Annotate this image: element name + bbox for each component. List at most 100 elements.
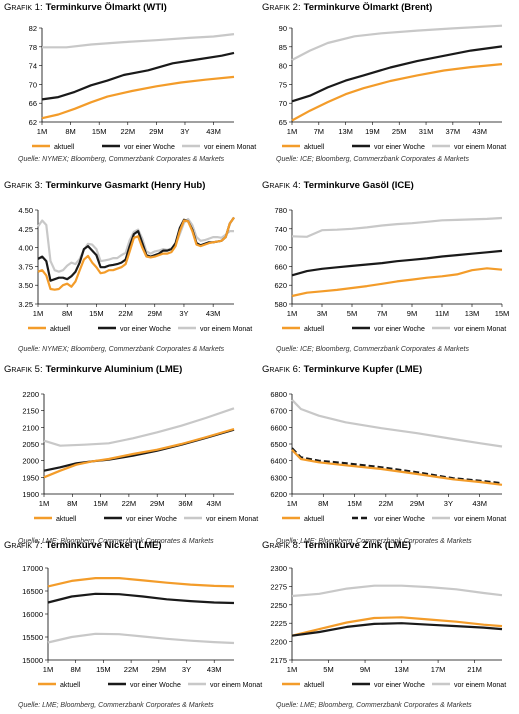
x-tick-label: 3Y	[180, 127, 189, 136]
x-tick-label: 8M	[318, 499, 328, 508]
y-tick-label: 620	[274, 281, 287, 290]
chart-svg: 1900 1950 2000 2050 2100 2150 2200 1M 8M 15M 22M 29…	[22, 390, 258, 523]
legend-label: vor einem Monat	[206, 516, 258, 523]
chart-source-note: Quelle: LME; Bloomberg, Commerzbank Corp…	[18, 702, 214, 709]
x-tick-label: 11M	[435, 309, 449, 318]
legend-label: vor einer Woche	[374, 682, 425, 689]
chart-title: Grafik 4: Terminkurve Gasöl (ICE)	[262, 180, 414, 191]
y-tick-label: 780	[274, 206, 287, 215]
y-tick-label: 2275	[270, 582, 287, 591]
y-tick-label: 2225	[270, 619, 287, 628]
y-tick-label: 2100	[22, 423, 39, 432]
legend-label: vor einer Woche	[126, 516, 177, 523]
x-tick-label: 43M	[472, 499, 487, 508]
chart-title-text: Terminkurve Ölmarkt (Brent)	[303, 2, 433, 13]
y-tick-label: 70	[29, 80, 37, 89]
x-tick-label: 1M	[287, 309, 297, 318]
x-tick-label: 15M	[495, 309, 510, 318]
y-tick-label: 62	[29, 118, 37, 127]
chart-label-prefix: Grafik	[262, 364, 291, 375]
y-tick-label: 16000	[22, 610, 43, 619]
legend-label: aktuell	[60, 682, 81, 689]
series-line-aktuell	[41, 75, 235, 120]
series-line-vor-einem-monat	[291, 584, 503, 598]
x-tick-label: 15M	[92, 127, 107, 136]
chart-title: Grafik 2: Terminkurve Ölmarkt (Brent)	[262, 2, 432, 13]
chart-panel-8: Grafik 8: Terminkurve Zink (LME) 2175 2200 2…	[262, 540, 512, 714]
y-tick-label: 2050	[22, 440, 39, 449]
legend-label: vor einem Monat	[204, 144, 256, 151]
y-tick-label: 6600	[270, 423, 287, 432]
x-tick-label: 13M	[394, 665, 409, 674]
chart-panel-2: Grafik 2: Terminkurve Ölmarkt (Brent) 65 70…	[262, 2, 512, 168]
y-tick-label: 6400	[270, 457, 287, 466]
legend-label: vor einer Woche	[130, 682, 181, 689]
series-line-aktuell	[291, 63, 503, 122]
chart-label-prefix: Grafik	[4, 2, 33, 13]
x-tick-label: 7M	[377, 309, 387, 318]
series-line-vor-einer-woche	[291, 249, 503, 277]
chart-label-prefix: Grafik	[262, 2, 291, 13]
x-tick-label: 29M	[410, 499, 425, 508]
x-tick-label: 22M	[122, 499, 137, 508]
chart-title-text: Terminkurve Kupfer (LME)	[303, 364, 423, 375]
chart-svg: 6200 6300 6400 6500 6600 6700 6800 1M 8M 15M 22M 29…	[270, 390, 506, 523]
chart-svg: 580 620 660 700 740 780 1M 3M 5M 7M 9M 11M 13M 15M akt…	[274, 206, 510, 333]
x-tick-label: 29M	[152, 665, 167, 674]
y-tick-label: 660	[274, 262, 287, 271]
x-tick-label: 1M	[37, 127, 47, 136]
chart-svg: 65 70 75 80 85 90 1M 7M 13M 19M 25M 31M 37M 43M aktuel…	[279, 24, 507, 151]
x-tick-label: 9M	[360, 665, 370, 674]
x-tick-label: 1M	[39, 499, 49, 508]
chart-title-text: Terminkurve Gasmarkt (Henry Hub)	[45, 180, 206, 191]
series-line-aktuell	[37, 216, 235, 291]
series-line-vor-einem-monat	[291, 399, 503, 448]
y-tick-label: 700	[274, 244, 287, 253]
chart-title: Grafik 1: Terminkurve Ölmarkt (WTI)	[4, 2, 167, 13]
legend-label: vor einer Woche	[120, 326, 171, 333]
x-tick-label: 13M	[465, 309, 480, 318]
x-tick-label: 15M	[93, 499, 108, 508]
legend-label: aktuell	[56, 516, 77, 523]
x-tick-label: 43M	[206, 127, 221, 136]
legend-label: vor einem Monat	[454, 144, 506, 151]
series-line-vor-einer-woche	[37, 216, 235, 282]
y-tick-label: 75	[279, 80, 287, 89]
series-line-vor-einer-woche	[41, 51, 235, 101]
x-tick-label: 22M	[118, 309, 133, 318]
x-tick-label: 1M	[287, 127, 297, 136]
series-line-vor-einem-monat	[43, 407, 235, 447]
series-line-aktuell	[291, 449, 503, 486]
y-tick-label: 6500	[270, 440, 287, 449]
chart-number: 6:	[292, 364, 301, 375]
y-tick-label: 2300	[270, 564, 287, 573]
y-tick-label: 3.75	[18, 262, 33, 271]
chart-title: Grafik 7: Terminkurve Nickel (LME)	[4, 540, 162, 551]
chart-panel-7: Grafik 7: Terminkurve Nickel (LME) 15000 15…	[4, 540, 262, 714]
chart-label-prefix: Grafik	[262, 180, 291, 191]
chart-source-note: Quelle: LME; Bloomberg, Commerzbank Corp…	[276, 538, 472, 545]
legend-label: vor einem Monat	[454, 326, 506, 333]
x-tick-label: 29M	[149, 127, 164, 136]
x-tick-label: 43M	[206, 499, 221, 508]
y-tick-label: 15500	[22, 633, 43, 642]
legend-label: vor einer Woche	[374, 516, 425, 523]
legend-label: vor einem Monat	[454, 682, 506, 689]
y-tick-label: 3.50	[18, 281, 33, 290]
x-tick-label: 3Y	[444, 499, 453, 508]
legend-label: aktuell	[304, 144, 325, 151]
x-tick-label: 36M	[178, 499, 193, 508]
x-tick-label: 31M	[419, 127, 434, 136]
y-tick-label: 2200	[270, 638, 287, 647]
chart-number: 2:	[292, 2, 301, 13]
x-tick-label: 8M	[67, 499, 77, 508]
chart-label-prefix: Grafik	[4, 180, 33, 191]
chart-svg: 3.25 3.50 3.75 4.00 4.25 4.50 1M 8M 15M 22M 29M 3Y 4…	[18, 206, 252, 333]
x-tick-label: 22M	[124, 665, 139, 674]
x-tick-label: 29M	[147, 309, 162, 318]
x-tick-label: 3Y	[182, 665, 191, 674]
x-tick-label: 17M	[431, 665, 446, 674]
y-tick-label: 4.25	[18, 225, 33, 234]
x-tick-label: 19M	[365, 127, 380, 136]
series-line-vor-einer-woche	[291, 622, 503, 637]
